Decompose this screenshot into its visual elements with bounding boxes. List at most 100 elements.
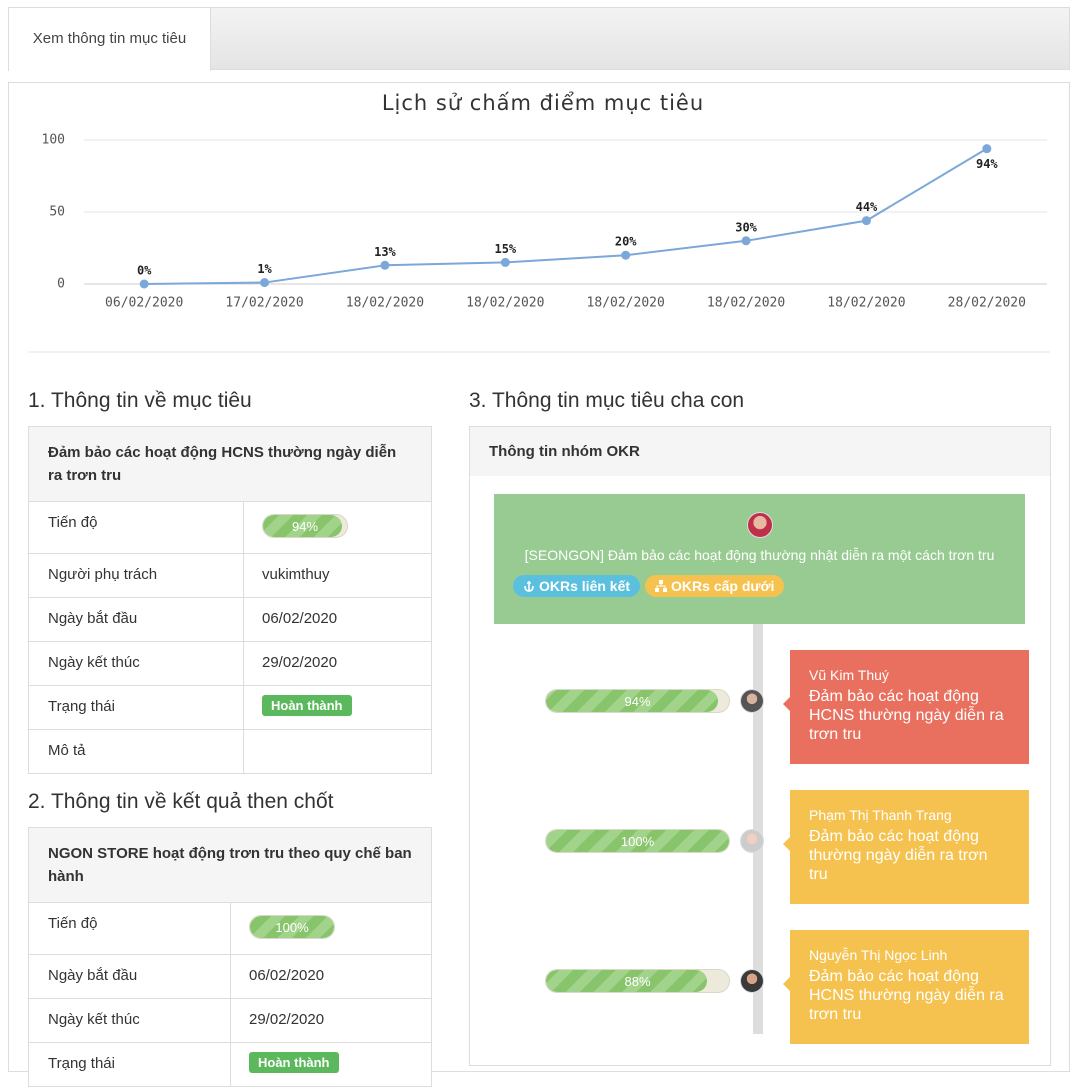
row-text: 06/02/2020 xyxy=(249,967,325,984)
table-row: Ngày kết thúc 29/02/2020 xyxy=(29,998,431,1042)
progress-fill xyxy=(546,970,708,992)
row-value: vukimthuy xyxy=(244,554,431,597)
progress-track: 94% xyxy=(545,689,730,713)
data-label: 13% xyxy=(374,245,396,259)
x-tick-label: 18/02/2020 xyxy=(707,296,785,311)
child-owner: Vũ Kim Thuý xyxy=(809,667,889,683)
data-label: 94% xyxy=(976,157,998,171)
progress-track: 100% xyxy=(545,829,730,853)
row-label: Ngày bắt đầu xyxy=(29,598,244,641)
key-result-card: NGON STORE hoạt động trơn tru theo quy c… xyxy=(28,827,432,1087)
row-label: Người phụ trách xyxy=(29,554,244,597)
table-row: Ngày kết thúc 29/02/2020 xyxy=(29,641,431,685)
tab[interactable]: Xem thông tin mục tiêu xyxy=(8,7,211,71)
arrow xyxy=(783,697,790,711)
y-tick-label: 50 xyxy=(49,205,65,220)
progress-label: 94% xyxy=(624,693,651,709)
progress-label: 100% xyxy=(275,919,309,935)
x-tick-label: 18/02/2020 xyxy=(346,296,424,311)
row-label: Tiến độ xyxy=(29,502,244,553)
data-point xyxy=(982,144,992,154)
avatar xyxy=(740,829,764,853)
data-point xyxy=(741,236,751,246)
avatar xyxy=(740,969,764,993)
chart-title: Lịch sử chấm điểm mục tiêu xyxy=(382,91,704,115)
row-value: 94% xyxy=(244,502,431,553)
parent-buttons: OKRs liên kết OKRs cấp dưới xyxy=(513,575,1025,597)
data-point xyxy=(861,216,871,226)
arrow xyxy=(783,837,790,851)
table-row: Trạng thái Hoàn thành xyxy=(29,1042,431,1086)
x-tick-label: 06/02/2020 xyxy=(105,296,183,311)
parent-objective: [SEONGON] Đảm bảo các hoạt động thường n… xyxy=(494,494,1025,624)
row-text: 29/02/2020 xyxy=(249,1011,325,1028)
row-value: Hoàn thành xyxy=(244,686,431,729)
row-text: 06/02/2020 xyxy=(262,610,338,627)
status-badge: Hoàn thành xyxy=(249,1052,339,1073)
data-label: 20% xyxy=(615,235,637,249)
table-row: Ngày bắt đầu 06/02/2020 xyxy=(29,597,431,641)
card-title: Đảm bảo các hoạt động HCNS thường ngày d… xyxy=(29,427,431,501)
child-title: Đảm bảo các hoạt động HCNS thường ngày d… xyxy=(809,968,1004,1023)
row-value: 06/02/2020 xyxy=(244,598,431,641)
button-label: OKRs liên kết xyxy=(539,578,631,594)
progress-fill xyxy=(263,515,342,537)
linked-okrs-button[interactable]: OKRs liên kết xyxy=(513,575,641,597)
card-title: NGON STORE hoạt động trơn tru theo quy c… xyxy=(29,828,431,902)
data-label: 15% xyxy=(494,242,516,256)
status-badge: Hoàn thành xyxy=(262,695,352,716)
row-value: 100% xyxy=(231,903,431,954)
data-point xyxy=(500,257,510,267)
child-title: Đảm bảo các hoạt động HCNS thường ngày d… xyxy=(809,688,1004,743)
child-objective[interactable]: Vũ Kim Thuý Đảm bảo các hoạt động HCNS th… xyxy=(783,650,1029,764)
x-tick-label: 18/02/2020 xyxy=(587,296,665,311)
row-label: Trạng thái xyxy=(29,1043,231,1086)
row-value xyxy=(244,730,431,773)
row-value: 29/02/2020 xyxy=(231,999,431,1042)
data-label: 30% xyxy=(735,220,757,234)
row-label: Trạng thái xyxy=(29,686,244,729)
child-objective[interactable]: Phạm Thị Thanh Trang Đảm bảo các hoạt độn… xyxy=(783,790,1029,904)
row-value: 29/02/2020 xyxy=(244,642,431,685)
progress-track: 100% xyxy=(249,915,335,939)
section-heading: 2. Thông tin về kết quả then chốt xyxy=(28,790,334,813)
progress-label: 88% xyxy=(624,973,651,989)
progress-fill xyxy=(546,830,729,852)
score-history-chart: Lịch sử chấm điểm mục tiêu 0 50 100 06/02/2… xyxy=(28,91,1050,353)
avatar xyxy=(746,512,773,538)
table-row: Tiến độ 100% xyxy=(29,902,431,954)
button-label: OKRs cấp dưới xyxy=(671,578,775,594)
tree-connector xyxy=(753,624,763,1034)
table-row: Ngày bắt đầu 06/02/2020 xyxy=(29,954,431,998)
data-point xyxy=(260,278,270,288)
progress-label: 100% xyxy=(620,833,655,849)
goal-card: Đảm bảo các hoạt động HCNS thường ngày d… xyxy=(28,426,432,774)
data-point xyxy=(139,279,149,289)
x-tick-label: 18/02/2020 xyxy=(466,296,544,311)
row-value: Hoàn thành xyxy=(231,1043,431,1086)
child-title: Đảm bảo các hoạt động thường ngày diễn r… xyxy=(809,828,988,883)
data-label: 0% xyxy=(137,264,152,278)
progress-fill xyxy=(250,916,334,938)
child-okrs-button[interactable]: OKRs cấp dưới xyxy=(645,575,785,597)
table-row: Người phụ trách vukimthuy xyxy=(29,553,431,597)
y-tick-label: 100 xyxy=(42,133,65,148)
child-owner: Phạm Thị Thanh Trang xyxy=(809,807,952,823)
arrow xyxy=(783,977,790,991)
row-value: 06/02/2020 xyxy=(231,955,431,998)
data-label: 1% xyxy=(257,262,272,276)
child-objective[interactable]: Nguyễn Thị Ngọc Linh Đảm bảo các hoạt độn… xyxy=(783,930,1029,1044)
icon xyxy=(655,580,668,592)
progress-label: 94% xyxy=(291,518,319,534)
table-row: Tiến độ 94% xyxy=(29,501,431,553)
progress-track: 88% xyxy=(545,969,730,993)
x-tick-label: 17/02/2020 xyxy=(225,296,303,311)
x-tick-label: 18/02/2020 xyxy=(827,296,905,311)
icon xyxy=(524,581,534,592)
progress-track: 94% xyxy=(262,514,348,538)
progress-fill xyxy=(546,690,719,712)
row-label: Ngày kết thúc xyxy=(29,642,244,685)
child-owner: Nguyễn Thị Ngọc Linh xyxy=(809,947,948,963)
y-tick-label: 0 xyxy=(57,277,65,292)
row-label: Tiến độ xyxy=(29,903,231,954)
